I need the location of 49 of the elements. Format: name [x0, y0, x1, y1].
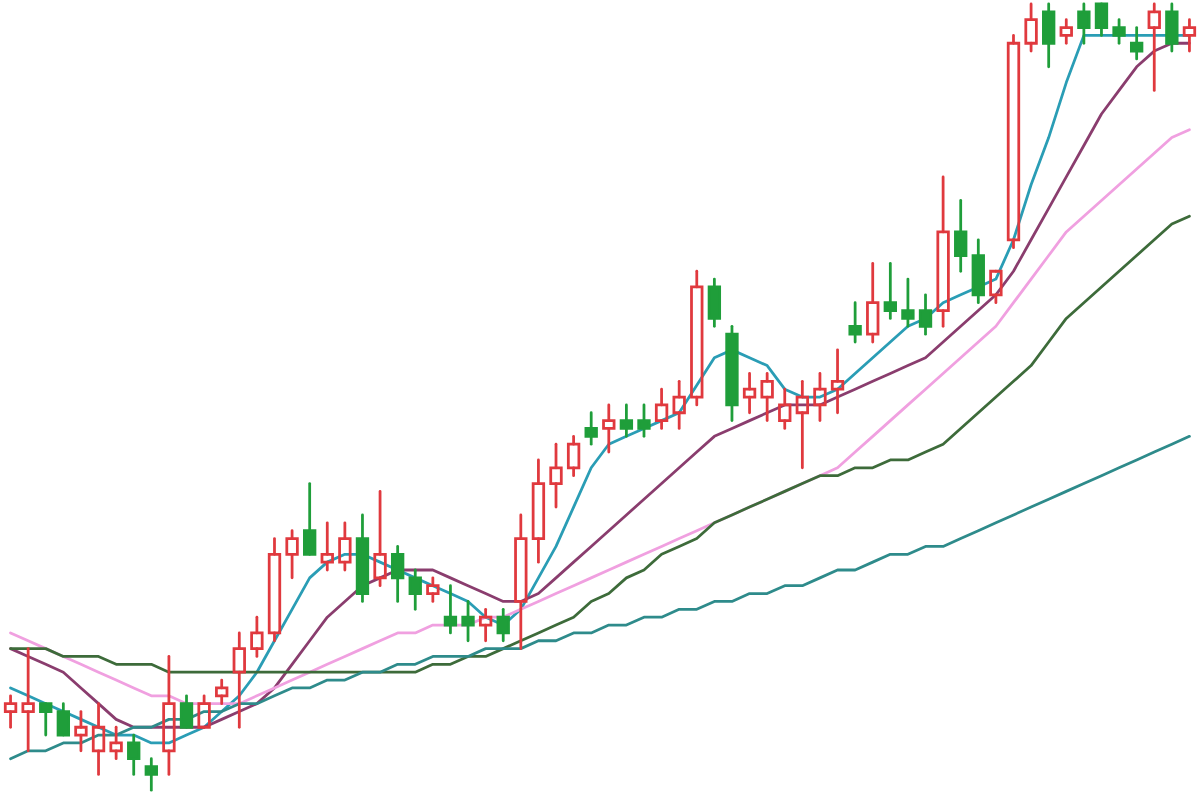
candlestick: [971, 238, 985, 305]
candlestick: [443, 584, 458, 635]
candlestick: [478, 607, 493, 643]
candlestick: [127, 733, 141, 776]
candlestick: [830, 348, 845, 415]
candlestick: [883, 261, 897, 320]
candlestick: [215, 678, 229, 706]
candlestick: [267, 537, 282, 643]
candlestick: [338, 521, 352, 572]
candlestick: [1165, 2, 1179, 53]
candlestick: [848, 301, 862, 344]
candlestick: [584, 411, 598, 446]
candlestick: [672, 379, 686, 430]
candlestick: [21, 647, 35, 753]
candlestick: [514, 513, 528, 651]
candlestick: [1042, 2, 1056, 69]
candlestick: [1059, 18, 1073, 45]
candlestick: [3, 694, 18, 729]
candlestick: [866, 261, 880, 344]
candlestick: [1182, 18, 1197, 53]
candlestick: [426, 576, 440, 603]
candlestick: [619, 403, 634, 438]
candlestick: [109, 725, 123, 761]
candlestick: [531, 458, 546, 564]
candlestick: [144, 757, 158, 792]
candlestick: [707, 277, 722, 328]
candlestick: [496, 607, 510, 643]
candlestick: [742, 372, 757, 415]
candlestick: [390, 545, 405, 603]
candlestick: [355, 513, 370, 603]
candlestick: [954, 199, 968, 273]
candlestick: [1147, 2, 1161, 92]
candlestick: [1006, 33, 1021, 250]
candlestick: [162, 655, 176, 776]
candlestick: [320, 521, 334, 572]
candlestick: [778, 387, 792, 430]
candlestick: [549, 442, 563, 509]
candlestick: [760, 372, 774, 423]
candlestick: [91, 702, 106, 776]
candlestick: [690, 269, 704, 407]
candlestick: [1077, 2, 1091, 45]
candlestick: [408, 568, 422, 611]
candlestick: [654, 387, 669, 430]
candlestick: [1129, 26, 1144, 61]
candlestick: [918, 293, 933, 336]
candlestick: [232, 631, 246, 729]
candlestick: [566, 434, 581, 478]
candlestick: [602, 403, 616, 454]
candlestick: [795, 379, 810, 470]
